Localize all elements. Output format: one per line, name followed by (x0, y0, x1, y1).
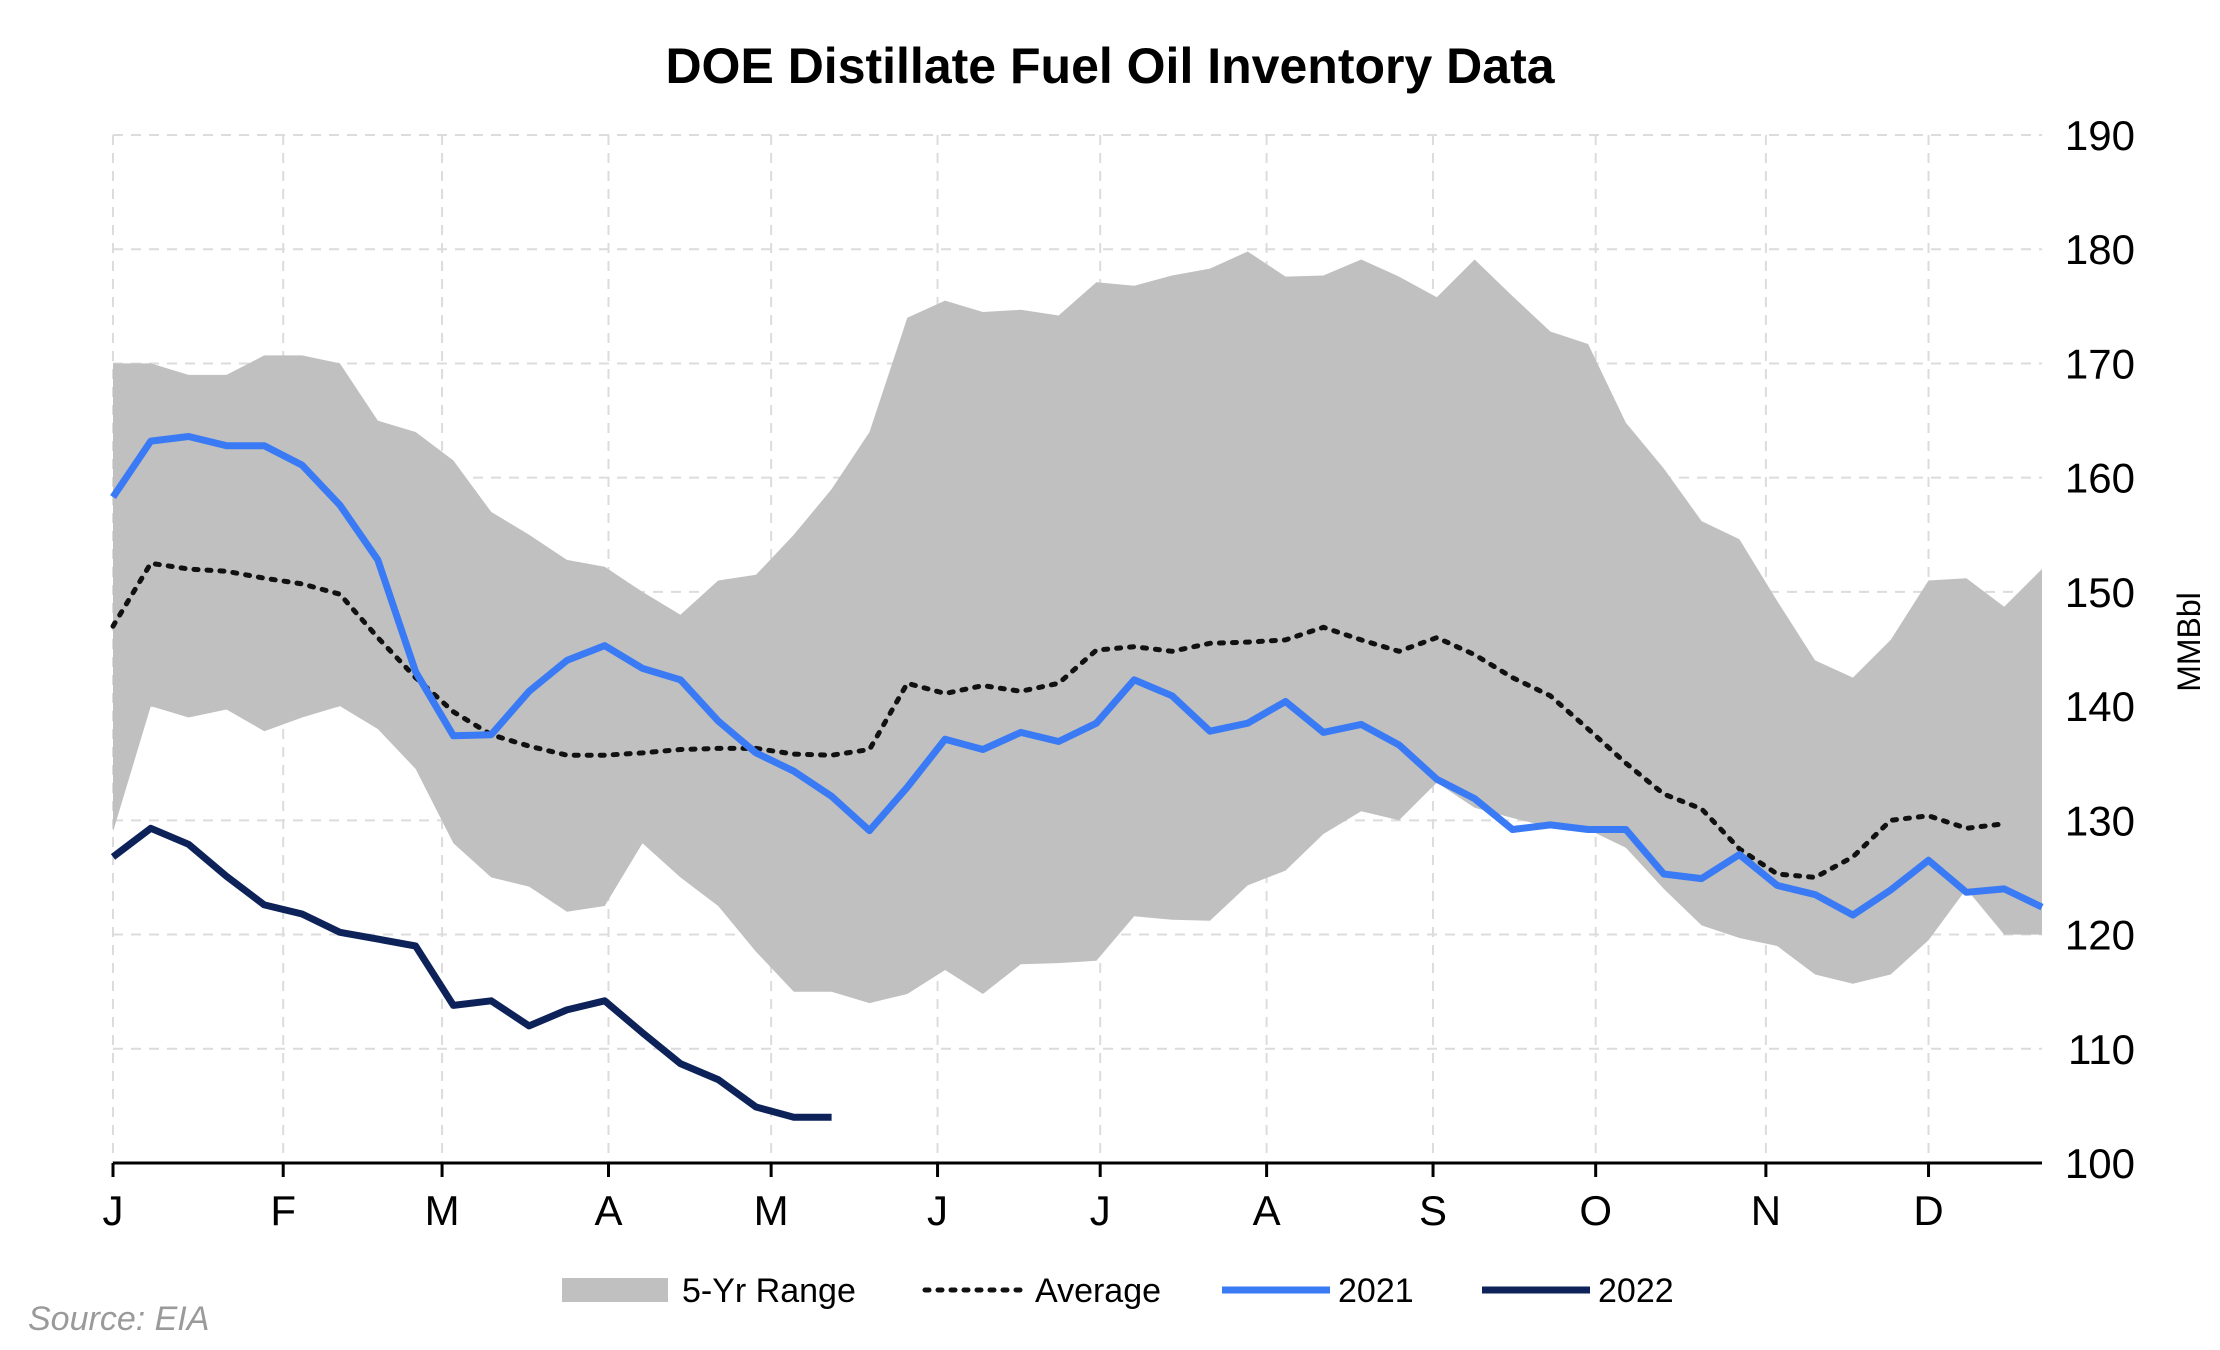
y-axis: 100 110 120 130 140 150 160 170 180 190 (2065, 112, 2135, 1187)
x-tick-label: S (1419, 1187, 1447, 1234)
x-tick-label: A (1253, 1187, 1281, 1234)
y-tick-label: 150 (2065, 569, 2135, 616)
x-tick-label: D (1913, 1187, 1943, 1234)
y-tick-label: 120 (2065, 912, 2135, 959)
line-2022 (110, 824, 832, 1121)
y-tick-label: 140 (2065, 683, 2135, 730)
legend-label-2021: 2021 (1338, 1272, 1414, 1310)
x-tick-label: A (594, 1187, 622, 1234)
y-tick-label: 180 (2065, 226, 2135, 273)
x-tick-label: N (1751, 1187, 1781, 1234)
y-tick-label: 100 (2065, 1140, 2135, 1187)
legend-label-2022: 2022 (1598, 1272, 1674, 1310)
x-tick-label: F (270, 1187, 296, 1234)
y-tick-label: 130 (2065, 797, 2135, 844)
y-tick-label: 160 (2065, 455, 2135, 502)
legend-swatch-range (562, 1278, 668, 1302)
y-tick-label: 170 (2065, 340, 2135, 387)
x-tick-label: J (927, 1187, 948, 1234)
x-tick-label: M (754, 1187, 789, 1234)
y-tick-label: 110 (2068, 1026, 2135, 1073)
legend-label-range: 5-Yr Range (682, 1272, 856, 1310)
line-2021 (110, 433, 2044, 919)
x-tick-label: J (1090, 1187, 1111, 1234)
y-axis-label: MMBbl (2171, 592, 2207, 692)
chart-title: DOE Distillate Fuel Oil Inventory Data (665, 38, 1555, 94)
x-tick-label: J (103, 1187, 124, 1234)
y-tick-label: 190 (2065, 112, 2135, 159)
x-tick-label: M (425, 1187, 460, 1234)
range-area (113, 251, 2042, 1004)
x-tick-label: O (1579, 1187, 1612, 1234)
legend: 5-Yr Range Average 2021 2022 (562, 1272, 1674, 1310)
source-note: Source: EIA (28, 1300, 209, 1338)
legend-label-average: Average (1035, 1272, 1161, 1310)
